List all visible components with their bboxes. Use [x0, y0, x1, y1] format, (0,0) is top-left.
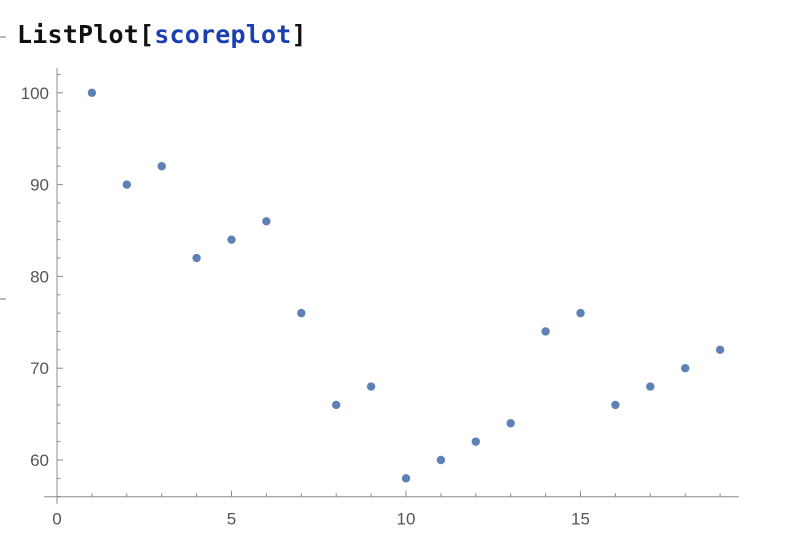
data-point	[332, 400, 341, 410]
list-plot: 0 5 10 15 60 70 80 90 100	[21, 67, 740, 529]
data-point	[576, 308, 585, 318]
output-cell-marker	[0, 298, 6, 300]
data-point	[157, 162, 166, 171]
plot-ticks: 0 5 10 15 60 70 80 90 100	[21, 73, 721, 529]
code-argument: scoreplot	[154, 20, 292, 49]
code-open-bracket: [	[139, 20, 155, 49]
input-code[interactable]: ListPlot[scoreplot]	[17, 20, 307, 49]
y-tick-label: 90	[30, 176, 49, 195]
data-point	[681, 364, 690, 373]
data-point	[227, 235, 236, 244]
data-point	[401, 474, 411, 483]
plot-points	[87, 88, 725, 483]
data-point	[87, 88, 97, 98]
y-tick-label: 80	[30, 267, 49, 286]
data-point	[192, 253, 201, 263]
x-tick-label: 15	[571, 510, 590, 529]
data-point	[471, 437, 480, 446]
data-point	[646, 382, 655, 391]
data-point	[436, 455, 446, 465]
y-tick-label: 100	[21, 84, 49, 103]
data-point	[122, 180, 131, 189]
x-tick-label: 5	[227, 510, 236, 529]
y-tick-label: 70	[30, 359, 49, 378]
input-cell-marker	[0, 36, 6, 38]
x-tick-label: 0	[52, 510, 61, 529]
y-tick-label: 60	[30, 451, 49, 470]
data-point	[262, 217, 271, 226]
data-point	[506, 419, 515, 428]
data-point	[541, 327, 550, 336]
code-close-bracket: ]	[291, 20, 307, 49]
data-point	[366, 382, 376, 391]
code-function: ListPlot	[17, 20, 140, 49]
data-point	[297, 308, 306, 318]
plot-axes	[44, 67, 740, 504]
data-point	[611, 400, 620, 410]
x-tick-label: 10	[397, 510, 416, 529]
data-point	[715, 345, 725, 355]
